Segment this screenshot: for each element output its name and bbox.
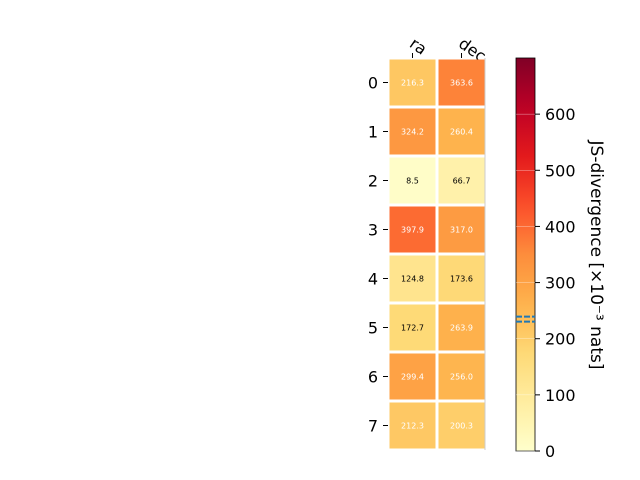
heatmap-cell: [438, 59, 485, 106]
heatmap-cell-label: 200.3: [450, 422, 473, 431]
row-label: 6: [368, 368, 378, 387]
colorbar: 0 100 200 300 400 500 600: [515, 57, 576, 461]
row-label: 4: [368, 270, 378, 289]
column-label: ra: [406, 34, 430, 59]
heatmap-cell: [389, 304, 436, 351]
heatmap-cell-label: 299.4: [401, 373, 424, 382]
heatmap-cell: [389, 255, 436, 302]
heatmap-cell: [389, 157, 436, 204]
colorbar-tick-label: 200: [545, 330, 576, 349]
heatmap-cell-label: 260.4: [450, 128, 473, 137]
heatmap-cell: [438, 157, 485, 204]
heatmap-cell: [438, 108, 485, 155]
heatmap-cell-label: 124.8: [401, 275, 424, 284]
heatmap-cell-label: 173.6: [450, 275, 473, 284]
heatmap-cell-label: 212.3: [401, 422, 424, 431]
row-label: 2: [368, 172, 378, 191]
heatmap-cell-labels: 216.3 363.6 324.2 260.4 8.5 66.7 397.9 317.0 124…: [401, 79, 473, 431]
heatmap-cell-label: 66.7: [453, 177, 471, 186]
row-label: 3: [368, 221, 378, 240]
colorbar-tick-label: 0: [545, 442, 555, 461]
heatmap-cell-label: 263.9: [450, 324, 473, 333]
heatmap-cell: [438, 304, 485, 351]
heatmap-cell-label: 8.5: [406, 177, 419, 186]
heatmap-cells: [389, 59, 485, 449]
row-label: 7: [368, 417, 378, 436]
colorbar-gradient: [515, 57, 536, 452]
row-labels: 0 1 2 3 4 5 6 7: [368, 74, 388, 436]
heatmap-cell-label: 256.0: [450, 373, 473, 382]
heatmap-cell: [438, 402, 485, 449]
heatmap-cell-label: 363.6: [450, 79, 473, 88]
heatmap-cell: [438, 206, 485, 253]
colorbar-tick-label: 600: [545, 105, 576, 124]
heatmap-cell: [389, 59, 436, 106]
colorbar-label: JS-divergence [×10⁻³ nats]: [586, 140, 606, 370]
heatmap-cell-label: 324.2: [401, 128, 424, 137]
heatmap-cell: [389, 206, 436, 253]
heatmap-cell-label: 397.9: [401, 226, 424, 235]
heatmap-cell: [389, 353, 436, 400]
heatmap-cell-label: 317.0: [450, 226, 473, 235]
colorbar-tick-label: 500: [545, 161, 576, 180]
heatmap-cell-label: 172.7: [401, 324, 424, 333]
colorbar-tick-label: 300: [545, 274, 576, 293]
colorbar-tick-label: 400: [545, 217, 576, 236]
heatmap-cell: [438, 255, 485, 302]
heatmap-cell: [389, 402, 436, 449]
row-label: 5: [368, 319, 378, 338]
row-label: 0: [368, 74, 378, 93]
heatmap-cell: [438, 353, 485, 400]
row-label: 1: [368, 123, 378, 142]
colorbar-tick-label: 100: [545, 386, 576, 405]
heatmap-cell-label: 216.3: [401, 79, 424, 88]
heatmap-cell: [389, 108, 436, 155]
